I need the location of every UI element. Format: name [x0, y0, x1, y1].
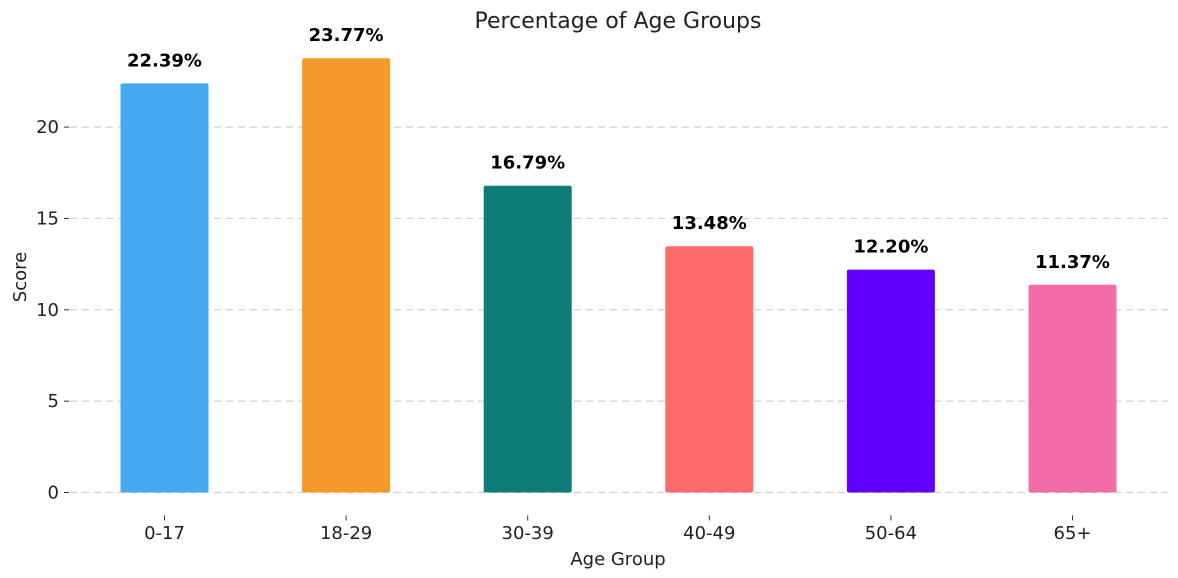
- chart-title: Percentage of Age Groups: [475, 9, 762, 34]
- bar-65+: [1028, 284, 1117, 493]
- x-tick-label-40-49: 40-49: [683, 523, 735, 544]
- bar-50-64: [846, 269, 935, 493]
- x-axis-ticks: 0-17 18-29 30-39 40-49 50-64 65+: [144, 515, 1092, 544]
- bar-18-29: [302, 58, 391, 493]
- y-axis-ticks: 0 5 10 15 20: [36, 117, 69, 504]
- data-label-30-39: 16.79%: [490, 153, 565, 174]
- x-tick-label-0-17: 0-17: [144, 523, 185, 544]
- y-axis-label: Score: [10, 252, 31, 302]
- bar-30-39: [483, 185, 572, 493]
- data-label-0-17: 22.39%: [127, 50, 202, 71]
- data-label-50-64: 12.20%: [853, 237, 928, 258]
- x-tick-label-18-29: 18-29: [320, 523, 372, 544]
- x-tick-label-65+: 65+: [1054, 523, 1092, 544]
- grid-lines: [70, 126, 1168, 494]
- data-label-65+: 11.37%: [1035, 252, 1110, 273]
- y-tick-label: 10: [36, 300, 59, 321]
- x-tick-label-50-64: 50-64: [865, 523, 917, 544]
- data-label-18-29: 23.77%: [309, 25, 384, 46]
- x-tick-label-30-39: 30-39: [502, 523, 554, 544]
- y-tick-label: 0: [48, 483, 59, 504]
- y-tick-label: 20: [36, 117, 59, 138]
- y-tick-label: 5: [48, 391, 59, 412]
- bars: [120, 58, 1117, 493]
- bar-40-49: [665, 246, 754, 493]
- bar-0-17: [120, 83, 209, 493]
- data-labels: 22.39% 23.77% 16.79% 13.48% 12.20% 11.37%: [127, 25, 1110, 273]
- x-axis-label: Age Group: [570, 549, 665, 570]
- y-tick-label: 15: [36, 208, 59, 229]
- data-label-40-49: 13.48%: [672, 213, 747, 234]
